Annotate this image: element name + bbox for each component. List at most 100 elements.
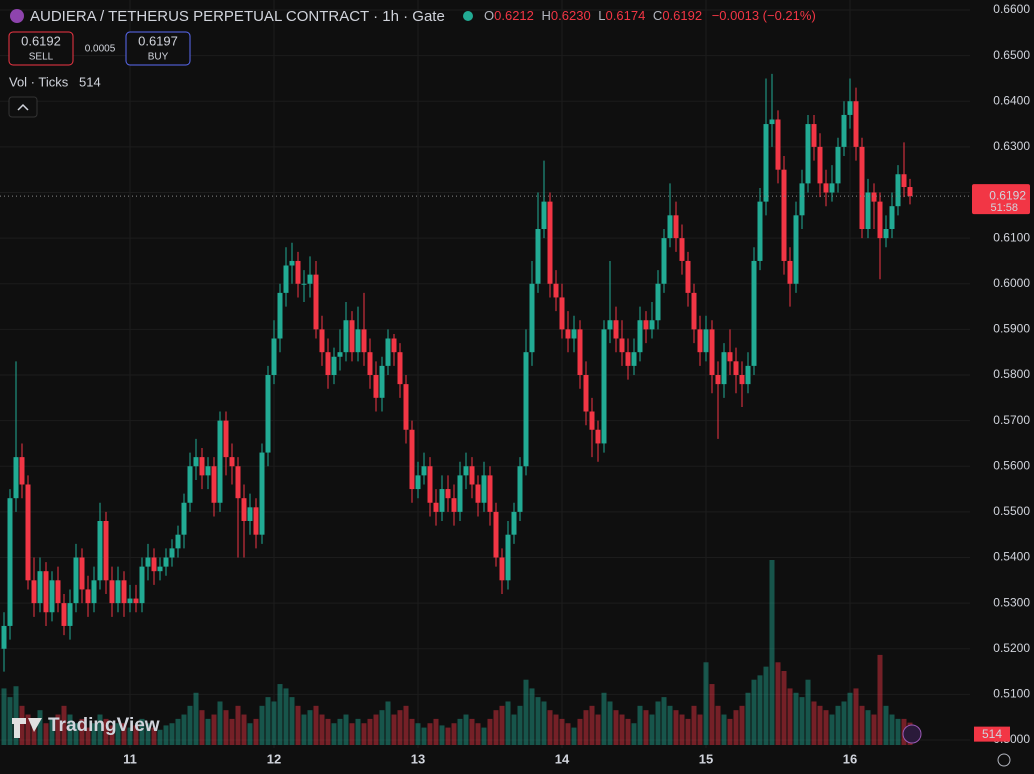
volume-bar — [319, 714, 325, 745]
volume-bar — [265, 697, 271, 745]
candle-body — [109, 580, 115, 604]
volume-bar — [67, 714, 73, 745]
candle-body — [631, 352, 637, 366]
candle-body — [157, 566, 163, 572]
candle-body — [289, 260, 295, 266]
volume-bar — [523, 679, 529, 745]
candle-body — [889, 206, 895, 229]
candle-body — [493, 511, 499, 558]
legend-value: 0.6192 — [662, 8, 702, 23]
settings-icon[interactable] — [997, 753, 1011, 767]
y-tick-label: 0.5800 — [993, 367, 1030, 381]
candle-body — [673, 215, 679, 239]
legend-key: C — [653, 8, 662, 23]
legend-value: 0.6174 — [606, 8, 646, 23]
candle-body — [85, 589, 91, 604]
volume-bar — [475, 723, 481, 745]
spread: 0.0005 — [85, 44, 116, 55]
volume-bar — [643, 710, 649, 745]
legend-value: 0.6230 — [551, 8, 591, 23]
candle-body — [25, 484, 31, 581]
volume-bar — [517, 705, 523, 745]
candle-body — [577, 329, 583, 375]
candle-body — [607, 320, 613, 330]
candle-body — [439, 489, 445, 512]
candle-body — [127, 598, 133, 604]
volume-bar — [733, 710, 739, 745]
volume-bar — [757, 675, 763, 745]
candle-body — [391, 338, 397, 353]
candle-body — [445, 489, 451, 499]
volume-bar — [541, 701, 547, 745]
x-tick-label: 15 — [699, 751, 713, 766]
volume-bar — [505, 701, 511, 745]
volume-bar — [835, 705, 841, 745]
volume-bar — [649, 714, 655, 745]
volume-bar — [439, 725, 445, 745]
candle-body — [805, 124, 811, 184]
volume-bar — [49, 718, 55, 745]
candle-body — [589, 411, 595, 430]
volume-bar — [193, 692, 199, 745]
candle-body — [145, 557, 151, 567]
volume-bar — [853, 688, 859, 745]
candle-body — [619, 338, 625, 353]
candle-body — [511, 511, 517, 535]
countdown: 51:58 — [990, 202, 1018, 214]
y-tick-label: 0.6300 — [993, 139, 1030, 153]
volume-bar — [565, 723, 571, 745]
sell-button[interactable] — [8, 31, 74, 66]
volume-bar — [163, 725, 169, 745]
flash-button[interactable] — [902, 724, 922, 744]
x-tick-label: 13 — [411, 751, 425, 766]
candle-body — [625, 352, 631, 366]
legend-value: 0.6212 — [494, 8, 534, 23]
buy-price: 0.6197 — [138, 33, 178, 48]
candle-body — [643, 320, 649, 330]
candle-body — [781, 169, 787, 261]
candle-body — [139, 566, 145, 604]
candle-body — [871, 192, 877, 202]
volume-bar — [433, 718, 439, 745]
x-tick-label: 12 — [267, 751, 281, 766]
volume-bar — [655, 701, 661, 745]
chart-title: AUDIERA / TETHERUS PERPETUAL CONTRACT · … — [30, 8, 445, 25]
volume-bar — [493, 710, 499, 745]
candle-body — [451, 498, 457, 512]
candle-body — [865, 192, 871, 229]
buy-button[interactable] — [125, 31, 191, 66]
candle-body — [847, 101, 853, 115]
candle-body — [259, 452, 265, 535]
volume-bar — [229, 718, 235, 745]
volume-bar — [667, 705, 673, 745]
volume-bar — [499, 705, 505, 745]
candle-body — [169, 548, 175, 558]
volume-bar — [121, 723, 127, 745]
candle-body — [151, 557, 157, 572]
candle-body — [337, 352, 343, 357]
candle-body — [457, 475, 463, 512]
volume-bar — [289, 697, 295, 745]
collapse-button[interactable] — [8, 96, 38, 118]
candle-body — [79, 557, 85, 590]
volume-bar — [685, 718, 691, 745]
candle-body — [427, 466, 433, 503]
volume-bar — [397, 710, 403, 745]
volume-bar — [535, 697, 541, 745]
volume-bar — [481, 727, 487, 745]
volume-bar — [79, 718, 85, 745]
volume-value: 514 — [79, 74, 101, 89]
volume-bar — [73, 723, 79, 745]
volume-bar — [841, 701, 847, 745]
candle-body — [121, 580, 127, 604]
volume-bar — [421, 727, 427, 745]
volume-bar — [871, 714, 877, 745]
candle-body — [469, 466, 475, 485]
candle-body — [703, 329, 709, 353]
volume-bar — [457, 718, 463, 745]
volume-bar — [391, 714, 397, 745]
candle-body — [241, 498, 247, 521]
volume-bar — [787, 688, 793, 745]
candle-body — [727, 352, 733, 362]
volume-layer — [1, 560, 913, 745]
